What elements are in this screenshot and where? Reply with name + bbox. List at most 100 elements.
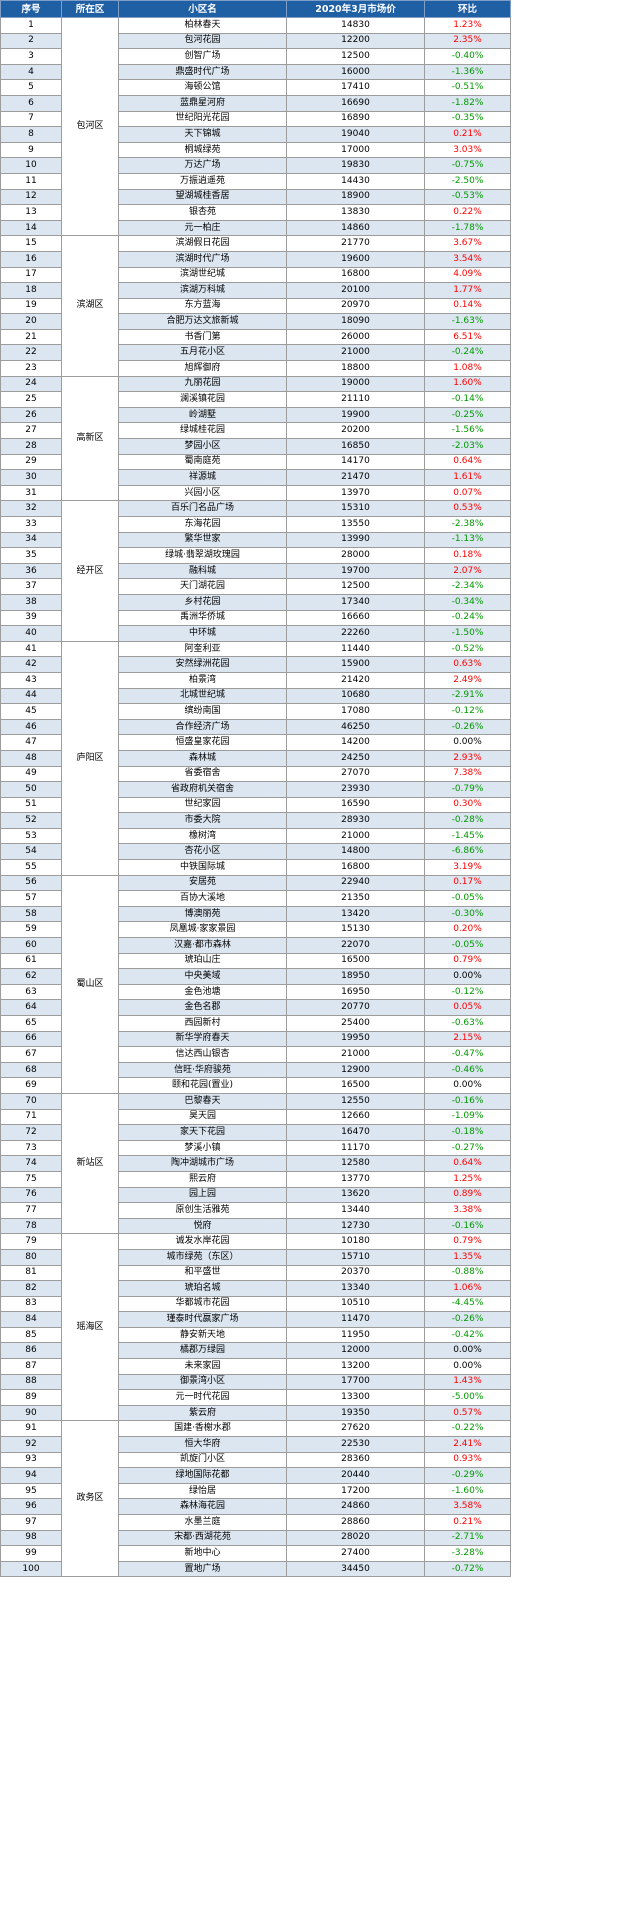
- community-name: 凯旋门小区: [118, 1451, 287, 1469]
- row-number: 12: [0, 188, 62, 206]
- market-price: 24250: [286, 749, 425, 767]
- table-row: 87 未来家园 13200 0.00%: [0, 1358, 511, 1375]
- row-number: 50: [0, 781, 62, 798]
- row-number: 15: [0, 235, 62, 252]
- market-price: 26000: [286, 328, 425, 346]
- community-name: 合肥万达文旅新城: [118, 313, 287, 330]
- market-price: 22530: [286, 1436, 425, 1453]
- price-change: -0.27%: [424, 1139, 511, 1157]
- market-price: 10180: [286, 1233, 425, 1250]
- market-price: 13340: [286, 1280, 425, 1297]
- row-number: 10: [0, 157, 62, 174]
- table-row: 23 旭辉御府 18800 1.08%: [0, 360, 511, 377]
- table-row: 15 滨湖区 滨湖假日花园 21770 3.67%: [0, 235, 511, 377]
- header-change: 环比: [424, 0, 511, 18]
- community-name: 柏景湾: [118, 671, 287, 689]
- table-row: 61 琥珀山庄 16500 0.79%: [0, 952, 511, 970]
- price-change: 1.25%: [424, 1170, 511, 1188]
- table-row: 84 瑾泰时代嬴家广场 11470 -0.26%: [0, 1311, 511, 1328]
- table-row: 100 置地广场 34450 -0.72%: [0, 1560, 511, 1578]
- market-price: 12200: [286, 32, 425, 50]
- market-price: 16500: [286, 952, 425, 970]
- district-cell: 政务区: [61, 1420, 119, 1578]
- community-name: 宋都·西湖花苑: [118, 1529, 287, 1547]
- row-number: 45: [0, 703, 62, 720]
- price-change: -1.13%: [424, 531, 511, 549]
- district-cell: 瑶海区: [61, 1233, 119, 1422]
- table-row: 73 梦溪小镇 11170 -0.27%: [0, 1139, 511, 1157]
- price-change: -0.75%: [424, 157, 511, 174]
- row-number: 11: [0, 172, 62, 190]
- price-change: 2.07%: [424, 562, 511, 580]
- price-change: 0.00%: [424, 734, 511, 751]
- market-price: 10510: [286, 1295, 425, 1313]
- price-change: 1.43%: [424, 1373, 511, 1391]
- row-number: 94: [0, 1467, 62, 1484]
- community-name: 静安新天地: [118, 1326, 287, 1344]
- row-number: 30: [0, 469, 62, 486]
- row-number: 14: [0, 219, 62, 237]
- row-number: 17: [0, 266, 62, 284]
- community-name: 百乐门名品广场: [118, 500, 287, 517]
- community-name: 中环城: [118, 625, 287, 642]
- community-name: 置地广场: [118, 1560, 287, 1578]
- community-name: 望湖城桂香居: [118, 188, 287, 206]
- table-row: 1 包河区 柏林春天 14830 1.23%: [0, 16, 511, 237]
- market-price: 17410: [286, 79, 425, 96]
- market-price: 19350: [286, 1404, 425, 1422]
- community-name: 万振逍遥苑: [118, 172, 287, 190]
- row-number: 19: [0, 297, 62, 315]
- table-row: 22 五月花小区 21000 -0.24%: [0, 344, 511, 362]
- row-number: 78: [0, 1217, 62, 1235]
- table-row: 81 和平盛世 20370 -0.88%: [0, 1264, 511, 1282]
- price-change: 0.14%: [424, 297, 511, 315]
- price-change: -0.51%: [424, 79, 511, 96]
- price-change: -4.45%: [424, 1295, 511, 1313]
- row-number: 99: [0, 1545, 62, 1562]
- market-price: 12500: [286, 578, 425, 595]
- price-change: -1.09%: [424, 1108, 511, 1126]
- table-row: 74 陶冲湖城市广场 12580 0.64%: [0, 1155, 511, 1172]
- community-name: 橡树湾: [118, 827, 287, 845]
- price-change: -0.42%: [424, 1326, 511, 1344]
- market-price: 28860: [286, 1514, 425, 1531]
- market-price: 13550: [286, 516, 425, 533]
- market-price: 12730: [286, 1217, 425, 1235]
- community-name: 森林海花园: [118, 1498, 287, 1515]
- row-number: 39: [0, 609, 62, 627]
- community-name: 融科城: [118, 562, 287, 580]
- market-price: 12550: [286, 1092, 425, 1110]
- market-price: 20100: [286, 282, 425, 299]
- table-row: 47 恒盛皇家花园 14200 0.00%: [0, 734, 511, 751]
- price-change: 3.67%: [424, 235, 511, 252]
- price-change: -0.40%: [424, 48, 511, 65]
- community-name: 和平盛世: [118, 1264, 287, 1282]
- community-name: 柏林春天: [118, 17, 287, 34]
- price-change: -3.28%: [424, 1545, 511, 1562]
- table-row: 7 世纪阳光花园 16890 -0.35%: [0, 110, 511, 128]
- price-change: -0.24%: [424, 609, 511, 627]
- row-number: 35: [0, 547, 62, 564]
- district-cell: 新站区: [61, 1092, 119, 1235]
- table-row: 80 城市绿苑（东区） 15710 1.35%: [0, 1248, 511, 1266]
- price-change: -0.30%: [424, 905, 511, 923]
- price-change: -0.72%: [424, 1560, 511, 1578]
- community-name: 中铁国际城: [118, 859, 287, 876]
- price-change: 2.15%: [424, 1030, 511, 1048]
- row-number: 67: [0, 1046, 62, 1063]
- market-price: 13970: [286, 484, 425, 502]
- price-change: 1.23%: [424, 17, 511, 34]
- community-name: 合作经济广场: [118, 718, 287, 736]
- community-name: 鼎盛时代广场: [118, 63, 287, 81]
- row-number: 55: [0, 859, 62, 876]
- market-price: 21470: [286, 469, 425, 486]
- market-price: 16890: [286, 110, 425, 128]
- row-number: 47: [0, 734, 62, 751]
- row-number: 57: [0, 890, 62, 907]
- row-number: 98: [0, 1529, 62, 1547]
- community-name: 汉嘉·都市森林: [118, 937, 287, 954]
- row-number: 27: [0, 422, 62, 440]
- community-name: 园上园: [118, 1186, 287, 1204]
- row-number: 85: [0, 1326, 62, 1344]
- row-number: 34: [0, 531, 62, 549]
